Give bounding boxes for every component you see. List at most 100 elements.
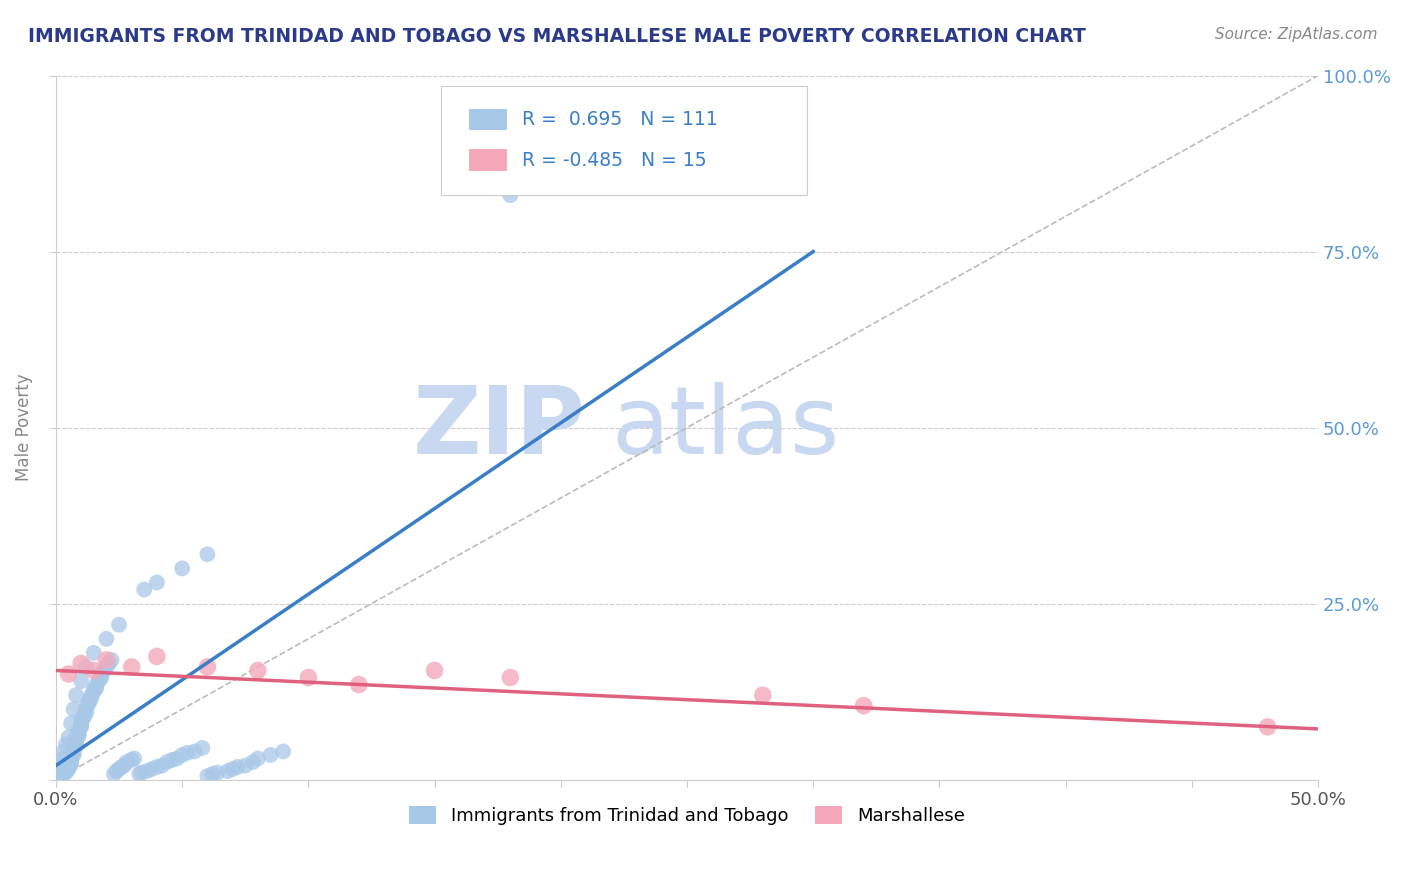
Point bbox=[297, 671, 319, 685]
Point bbox=[96, 653, 118, 667]
Point bbox=[83, 682, 105, 697]
Point bbox=[55, 738, 77, 752]
Point bbox=[84, 677, 107, 691]
Point bbox=[75, 660, 97, 674]
FancyBboxPatch shape bbox=[468, 150, 506, 170]
Point bbox=[48, 764, 70, 779]
Point bbox=[75, 698, 97, 713]
Point bbox=[70, 720, 93, 734]
Point bbox=[83, 664, 105, 678]
Point bbox=[60, 751, 83, 765]
Point bbox=[146, 760, 169, 774]
Point bbox=[80, 688, 103, 702]
Point bbox=[58, 731, 80, 745]
Point bbox=[52, 744, 75, 758]
Point bbox=[48, 767, 70, 781]
Point bbox=[191, 740, 214, 755]
Point bbox=[73, 709, 96, 723]
Point bbox=[184, 744, 207, 758]
Point bbox=[242, 755, 264, 769]
Point bbox=[48, 769, 70, 783]
Point bbox=[62, 702, 84, 716]
Point bbox=[259, 747, 281, 762]
Point bbox=[60, 755, 83, 769]
Point bbox=[58, 758, 80, 772]
Point bbox=[62, 747, 84, 762]
Point bbox=[48, 767, 70, 781]
Point bbox=[135, 764, 157, 779]
Point bbox=[77, 697, 100, 711]
Point bbox=[166, 751, 188, 765]
Point bbox=[70, 717, 93, 731]
Point bbox=[49, 769, 72, 783]
Text: R =  0.695   N = 111: R = 0.695 N = 111 bbox=[522, 111, 717, 129]
Point bbox=[108, 617, 131, 632]
Point bbox=[73, 711, 96, 725]
Point bbox=[499, 671, 522, 685]
Point bbox=[271, 744, 294, 758]
Point bbox=[48, 769, 70, 783]
Point bbox=[65, 688, 87, 702]
Point bbox=[131, 765, 153, 780]
Point bbox=[65, 738, 87, 752]
Point bbox=[70, 713, 93, 727]
Point bbox=[55, 765, 77, 780]
Point bbox=[77, 694, 100, 708]
Point bbox=[49, 765, 72, 780]
Point bbox=[160, 753, 183, 767]
Point bbox=[48, 768, 70, 782]
Text: atlas: atlas bbox=[612, 382, 839, 474]
Point bbox=[122, 751, 145, 765]
Point bbox=[226, 760, 249, 774]
Point bbox=[65, 739, 87, 753]
Point bbox=[195, 660, 218, 674]
Point bbox=[146, 575, 169, 590]
Text: R = -0.485   N = 15: R = -0.485 N = 15 bbox=[522, 151, 706, 169]
Point bbox=[58, 667, 80, 681]
Point bbox=[134, 582, 156, 597]
Point bbox=[52, 751, 75, 765]
Point bbox=[499, 188, 522, 202]
Point bbox=[55, 764, 77, 779]
Point bbox=[110, 760, 132, 774]
Point bbox=[246, 664, 269, 678]
Point bbox=[96, 660, 118, 674]
Point bbox=[100, 653, 122, 667]
Point bbox=[65, 731, 87, 745]
Y-axis label: Male Poverty: Male Poverty bbox=[15, 374, 32, 482]
Point bbox=[96, 632, 118, 646]
Legend: Immigrants from Trinidad and Tobago, Marshallese: Immigrants from Trinidad and Tobago, Mar… bbox=[401, 797, 974, 834]
Point bbox=[48, 765, 70, 780]
Text: IMMIGRANTS FROM TRINIDAD AND TOBAGO VS MARSHALLESE MALE POVERTY CORRELATION CHAR: IMMIGRANTS FROM TRINIDAD AND TOBAGO VS M… bbox=[28, 27, 1085, 45]
Point bbox=[62, 746, 84, 760]
Point bbox=[67, 729, 90, 743]
Text: ZIP: ZIP bbox=[413, 382, 586, 474]
Point bbox=[48, 767, 70, 781]
FancyBboxPatch shape bbox=[468, 110, 506, 130]
Point bbox=[60, 757, 83, 772]
Point bbox=[48, 771, 70, 785]
Point bbox=[221, 762, 243, 776]
Point bbox=[90, 667, 112, 681]
Point bbox=[108, 762, 131, 776]
Point bbox=[121, 660, 143, 674]
Point bbox=[48, 771, 70, 785]
Point bbox=[70, 716, 93, 731]
Point bbox=[67, 723, 90, 738]
Point bbox=[70, 673, 93, 688]
Point bbox=[65, 734, 87, 748]
Point bbox=[195, 769, 218, 783]
Point bbox=[156, 755, 179, 769]
Point bbox=[75, 702, 97, 716]
Point bbox=[423, 664, 446, 678]
Point bbox=[347, 677, 370, 691]
Point bbox=[83, 684, 105, 698]
Point bbox=[80, 691, 103, 706]
Point bbox=[67, 727, 90, 741]
Point bbox=[233, 758, 256, 772]
Point bbox=[70, 657, 93, 671]
Point bbox=[58, 760, 80, 774]
Point bbox=[752, 688, 775, 702]
Point bbox=[195, 547, 218, 561]
Point bbox=[58, 762, 80, 776]
